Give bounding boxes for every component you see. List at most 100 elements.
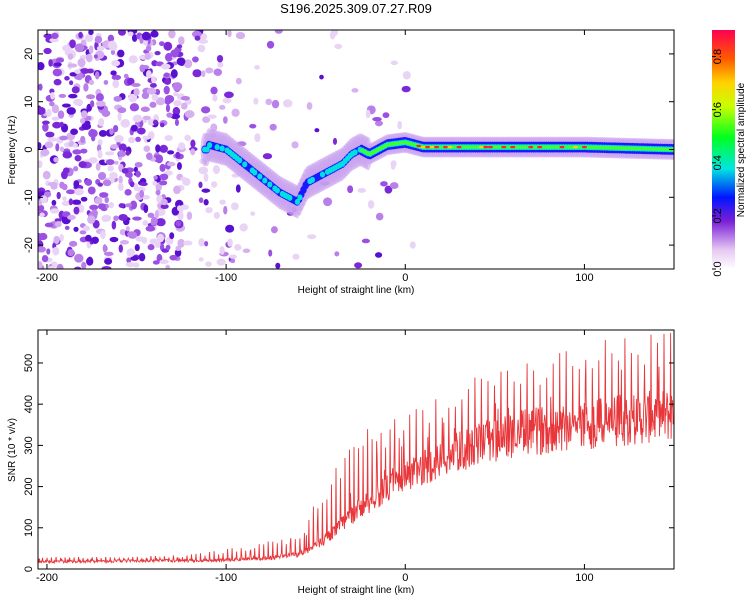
noise-blob (38, 83, 43, 91)
noise-blob (78, 31, 83, 39)
noise-blob (265, 98, 273, 106)
noise-blob (159, 41, 165, 47)
noise-blob (121, 167, 129, 174)
x-tick-label: 0 (402, 572, 408, 584)
ridge-band (252, 169, 258, 176)
noise-blob (210, 181, 218, 188)
noise-blob (223, 205, 228, 215)
noise-blob (198, 181, 203, 189)
noise-blob (142, 220, 149, 227)
noise-blob (142, 38, 148, 46)
noise-blob (126, 77, 135, 86)
snr-x-label: Height of straight line (km) (298, 585, 415, 596)
ridge-peak (483, 145, 489, 149)
noise-blob (45, 131, 55, 138)
ridge-peak (487, 145, 493, 149)
noise-blob (107, 165, 114, 172)
noise-blob (205, 67, 214, 74)
ridge-peak (478, 145, 484, 149)
noise-blob (59, 181, 65, 189)
noise-blob (87, 186, 96, 195)
noise-blob (163, 41, 173, 51)
ridge-band (237, 157, 243, 164)
noise-blob (150, 219, 156, 226)
noise-blob (86, 68, 94, 74)
noise-blob (203, 173, 209, 182)
noise-blob (166, 112, 173, 118)
noise-blob (81, 122, 92, 131)
noise-blob (216, 258, 226, 266)
y-tick-label: 400 (23, 395, 35, 413)
noise-blob (145, 70, 152, 79)
noise-blob (88, 30, 94, 36)
noise-blob (97, 182, 103, 187)
noise-blob (319, 74, 324, 80)
spectrogram-y-axis: -20 -10 0 10 20 (23, 48, 674, 253)
ridge-peak (559, 145, 565, 149)
noise-blob (367, 200, 375, 209)
noise-blob (73, 206, 80, 215)
noise-blob (113, 215, 119, 221)
noise-blob (166, 161, 176, 167)
noise-blob (111, 74, 122, 81)
colorbar-tick-label: 0.6 (712, 102, 724, 117)
noise-blob (118, 214, 128, 221)
noise-blob (98, 130, 108, 137)
noise-blob (201, 70, 206, 78)
noise-blob (111, 60, 121, 67)
ridge-peak (420, 145, 426, 149)
ridge-band (287, 194, 293, 201)
y-tick-label: 0 (23, 566, 35, 572)
noise-blob (83, 83, 89, 92)
noise-blob (178, 36, 185, 45)
noise-blob (198, 166, 209, 175)
noise-blob (91, 236, 99, 244)
noise-blob (38, 233, 43, 242)
noise-blob (141, 92, 150, 100)
noise-blob (46, 109, 52, 117)
ridge-band (267, 181, 273, 188)
noise-blob (97, 139, 103, 146)
ridge-band (204, 146, 210, 153)
noise-blob (53, 235, 60, 245)
noise-blob (73, 98, 84, 106)
noise-blob (375, 120, 383, 127)
noise-blob (64, 76, 70, 81)
noise-blob (54, 220, 62, 228)
ridge-peak (501, 145, 507, 149)
noise-blob (68, 93, 78, 99)
noise-blob (292, 253, 300, 260)
noise-blob (41, 254, 49, 263)
noise-blob (152, 260, 160, 265)
noise-blob (351, 88, 359, 93)
noise-blob (110, 70, 117, 76)
noise-blob (74, 154, 82, 162)
noise-blob (178, 142, 186, 150)
snr-frame (37, 329, 675, 570)
noise-blob (210, 86, 218, 95)
noise-blob (181, 102, 188, 110)
noise-blob (235, 184, 241, 193)
noise-blob (117, 112, 122, 121)
noise-blob (110, 49, 116, 55)
colorbar-tick-label: 0.8 (712, 49, 724, 64)
noise-blob (186, 211, 193, 221)
x-tick-label: 100 (575, 272, 593, 284)
noise-blob (271, 99, 280, 109)
noise-blob (130, 255, 139, 261)
noise-blob (52, 121, 62, 129)
noise-blob (74, 43, 85, 53)
noise-blob (79, 230, 87, 235)
noise-blob (365, 109, 371, 119)
noise-blob (163, 85, 170, 95)
noise-blob (127, 231, 138, 239)
ridge-band (207, 142, 213, 149)
noise-blob (105, 159, 115, 166)
snr-y-label: SNR (10 * v/v) (7, 418, 18, 482)
noise-blob (133, 166, 138, 173)
noise-blob (213, 68, 223, 76)
noise-blob (147, 244, 155, 251)
noise-blob (139, 189, 145, 198)
noise-blob (42, 170, 51, 180)
noise-blob (64, 225, 70, 231)
